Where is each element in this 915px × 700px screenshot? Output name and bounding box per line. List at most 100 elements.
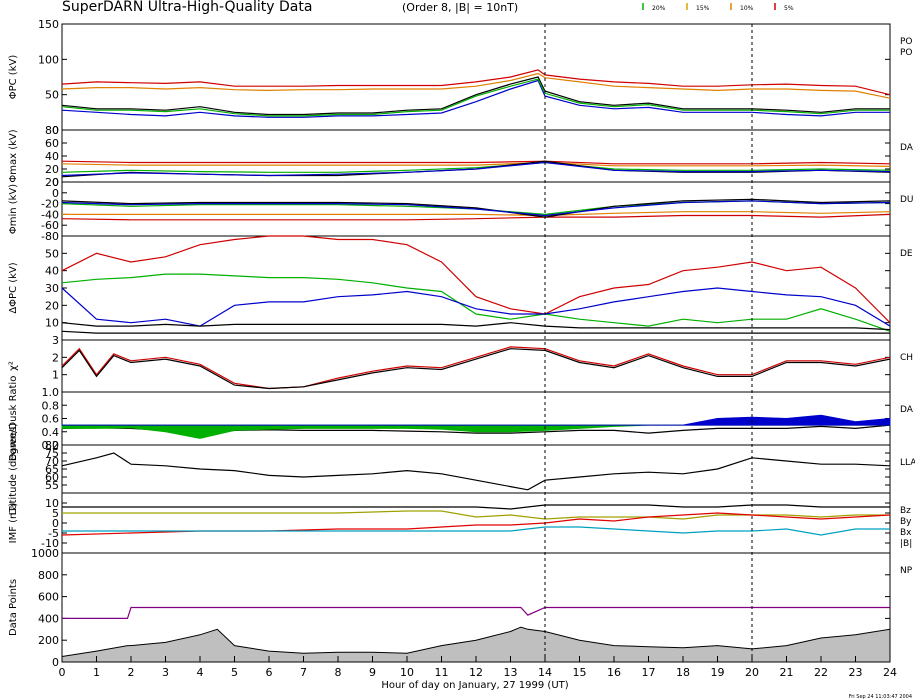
x-tick-label: 21: [780, 666, 794, 679]
x-tick-label: 13: [504, 666, 518, 679]
series-area: [62, 425, 890, 438]
x-tick-label: 7: [300, 666, 307, 679]
right-label: By: [900, 517, 912, 527]
y-axis-label: χ²: [8, 361, 19, 371]
series-line: [62, 212, 890, 216]
series-line: [62, 288, 890, 326]
series-line: [62, 214, 890, 219]
legend-label: 5%: [784, 5, 794, 12]
right-label: |B|: [900, 539, 912, 549]
y-tick-label: 1: [52, 369, 59, 382]
x-tick-label: 5: [231, 666, 238, 679]
chart-subtitle: (Order 8, |B| = 10nT): [402, 1, 518, 14]
legend-label: 10%: [740, 5, 754, 12]
x-tick-label: 9: [369, 666, 376, 679]
y-tick-label: 20: [45, 299, 59, 312]
series-line: [62, 453, 890, 490]
x-tick-label: 16: [607, 666, 621, 679]
panel: 1 2 3 χ² CH: [8, 334, 913, 392]
series-line: [62, 161, 890, 164]
y-tick-label: 20: [45, 163, 59, 176]
y-tick-label: 40: [45, 150, 59, 163]
panel-frame: [62, 340, 890, 392]
y-tick-label: 150: [38, 18, 59, 31]
y-tick-label: 10: [45, 497, 59, 510]
y-tick-label: 30: [45, 282, 59, 295]
series-line: [62, 527, 890, 535]
legend: 20% 15% 10% 5%: [643, 3, 794, 12]
right-label: PO: [900, 37, 913, 47]
x-tick-label: 10: [400, 666, 414, 679]
y-axis-label: Φmin (kV): [8, 184, 19, 234]
y-tick-label: 0.4: [42, 426, 60, 439]
panel: 0.20.40.60.81.0 Dawn/Dusk Ratio DA: [8, 376, 914, 462]
legend-label: 20%: [652, 5, 666, 12]
panel: 050100150ΦPC (kV)POPO: [8, 18, 913, 137]
right-label: Bx: [900, 528, 912, 538]
y-tick-label: 2: [52, 351, 59, 364]
series-line: [62, 70, 890, 95]
panel: 020406080Φmax (kV) DA: [8, 124, 914, 189]
panel-frame: [62, 236, 890, 340]
y-axis-label: ΔΦPC (kV): [8, 262, 19, 313]
series-line: [62, 505, 890, 509]
series-line: [62, 236, 890, 323]
y-axis-label: ΦPC (kV): [8, 55, 19, 100]
y-tick-label: 400: [38, 612, 59, 625]
y-tick-label: 80: [45, 439, 59, 452]
series-line: [62, 511, 890, 519]
y-tick-label: 0.6: [42, 413, 60, 426]
panel: -80-60-40-20020Φmin (kV) DU: [8, 176, 914, 243]
x-tick-label: 22: [814, 666, 828, 679]
x-axis-label: Hour of day on January, 27 1999 (UT): [381, 680, 568, 691]
x-tick-label: 19: [711, 666, 725, 679]
x-tick-label: 3: [162, 666, 169, 679]
right-label: DA: [900, 405, 914, 415]
series-area: [62, 415, 890, 425]
panel-frame: [62, 445, 890, 493]
x-tick-label: 12: [469, 666, 483, 679]
right-label: PO: [900, 48, 913, 58]
right-label: DA: [900, 143, 914, 153]
timestamp: Fri Sep 24 11:03:47 2004: [849, 694, 912, 700]
right-label: Bz: [900, 506, 911, 516]
series-line: [62, 163, 890, 176]
y-tick-label: 600: [38, 591, 59, 604]
y-tick-label: 800: [38, 569, 59, 582]
y-tick-label: 60: [45, 137, 59, 150]
x-tick-label: 8: [335, 666, 342, 679]
x-tick-label: 23: [849, 666, 863, 679]
x-tick-label: 0: [59, 666, 66, 679]
right-label: LLA: [900, 458, 915, 468]
y-tick-label: 3: [52, 334, 59, 347]
series-line: [62, 608, 890, 619]
chart-title: SuperDARN Ultra-High-Quality Data: [62, 0, 312, 15]
y-tick-label: 0.8: [42, 399, 60, 412]
panel: 0 200 400 600 800 1000 Data Points NP: [8, 547, 913, 669]
x-tick-label: 18: [676, 666, 690, 679]
right-label: CH: [900, 353, 913, 363]
series-line: [62, 331, 890, 333]
y-tick-label: 20: [45, 176, 59, 189]
x-tick-label: 6: [266, 666, 273, 679]
x-tick-label: 2: [128, 666, 135, 679]
panel: 1020304050ΔΦPC (kV)DE: [8, 236, 913, 340]
series-line: [62, 274, 890, 331]
y-tick-label: 1.0: [42, 386, 60, 399]
right-label: DE: [900, 249, 913, 259]
y-tick-label: 50: [45, 89, 59, 102]
y-tick-label: 10: [45, 317, 59, 330]
x-tick-label: 14: [538, 666, 552, 679]
x-tick-label: 15: [573, 666, 587, 679]
x-tick-label: 24: [883, 666, 897, 679]
y-axis-label: IMF (nT): [8, 503, 19, 544]
y-tick-label: 40: [45, 265, 59, 278]
series-line: [62, 347, 890, 389]
series-line: [62, 513, 890, 535]
legend-label: 15%: [696, 5, 710, 12]
panel-frame: [62, 493, 890, 553]
x-tick-label: 17: [642, 666, 656, 679]
